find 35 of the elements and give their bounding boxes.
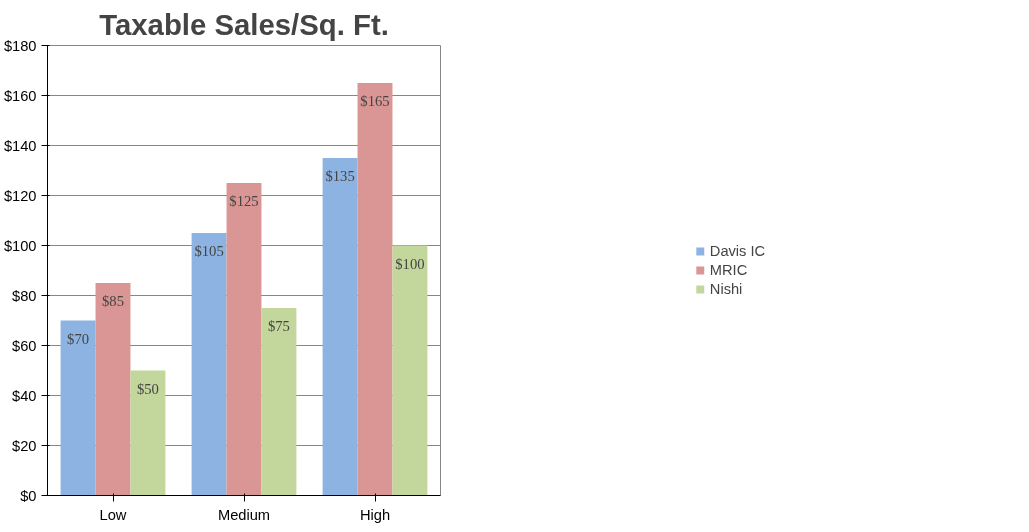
data-label: $70 (67, 330, 90, 347)
legend-label: MRIC (709, 262, 748, 278)
bar (95, 283, 131, 496)
data-label: $100 (395, 255, 425, 272)
y-tick-label: $20 (12, 437, 37, 454)
chart-title: Taxable Sales/Sq. Ft. (99, 7, 389, 41)
data-label: $75 (267, 318, 290, 334)
bar (191, 233, 227, 496)
data-label: $50 (136, 380, 159, 397)
y-tick-label: $120 (3, 187, 37, 204)
bar (60, 320, 96, 496)
bar (130, 370, 166, 496)
bar (226, 183, 262, 496)
x-tick-label: Low (99, 506, 127, 523)
bar (261, 308, 297, 496)
y-tick-label: $0 (20, 487, 37, 504)
y-tick-label: $40 (12, 387, 37, 404)
legend-label: Nishi (709, 281, 743, 297)
data-label: $105 (194, 243, 224, 259)
y-tick-label: $80 (12, 287, 37, 304)
y-tick-label: $60 (12, 337, 37, 354)
y-tick-label: $180 (3, 37, 37, 54)
data-label: $165 (360, 93, 390, 109)
y-tick-label: $100 (3, 237, 37, 254)
x-tick-label: High (359, 506, 391, 523)
bar (357, 83, 393, 496)
y-tick-label: $160 (3, 87, 37, 104)
data-label: $135 (325, 168, 355, 184)
data-label: $125 (229, 193, 259, 209)
bar (322, 158, 358, 496)
y-tick-label: $140 (3, 137, 37, 154)
legend-label: Davis IC (709, 243, 766, 259)
data-label: $85 (102, 293, 124, 309)
x-tick-label: Medium (217, 506, 271, 523)
bar (392, 245, 428, 496)
